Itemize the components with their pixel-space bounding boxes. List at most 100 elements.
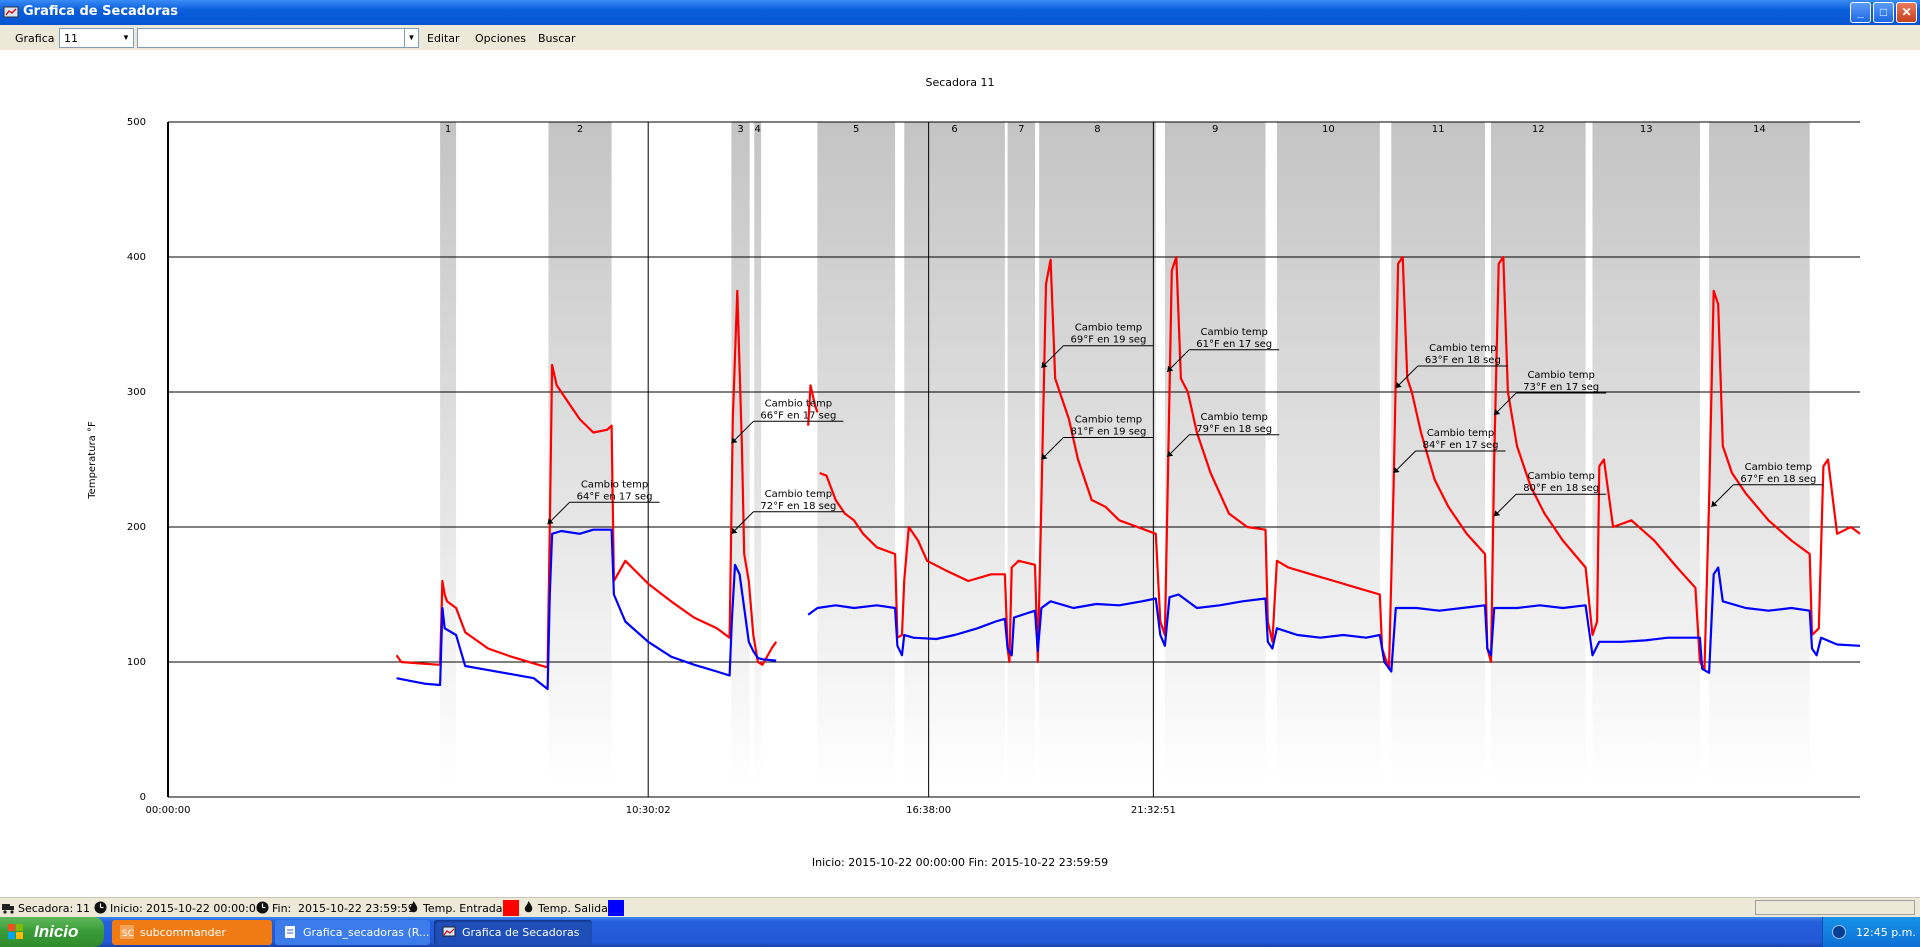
- secadora-label: Secadora:: [18, 902, 74, 915]
- windows-flag-icon: [8, 924, 23, 939]
- annotation-arrowhead: [1041, 361, 1048, 368]
- cycle-band: [1709, 122, 1810, 785]
- menu-bar: Grafica 11 ▼ ▼ Editar Opciones Buscar: [0, 25, 1920, 50]
- annotation-line1: Cambio temp: [765, 489, 832, 500]
- fin-value: 2015-10-22 23:59:59: [298, 902, 415, 915]
- flame-icon: [409, 901, 418, 913]
- task-grafica-secadoras-doc[interactable]: Grafica_secadoras (R...: [275, 920, 430, 945]
- task-grafica-de-secadoras[interactable]: Grafica de Secadoras: [434, 920, 592, 945]
- annotation-line2: 81°F en 19 seg: [1070, 427, 1146, 438]
- cycle-label: 10: [1322, 124, 1335, 135]
- cycle-label: 9: [1212, 124, 1218, 135]
- cycle-band: [1039, 122, 1156, 785]
- cycle-band: [1490, 122, 1586, 785]
- task-subcommander[interactable]: SC subcommander: [112, 920, 272, 945]
- annotation-arrow: [1493, 493, 1517, 517]
- annotation-line2: 67°F en 18 seg: [1740, 474, 1816, 485]
- series-line-entrada: [395, 289, 778, 669]
- cycle-label: 2: [577, 124, 583, 135]
- cycle-band: [1391, 122, 1486, 785]
- cycle-band: [904, 122, 1005, 785]
- annotation-line1: Cambio temp: [1527, 471, 1594, 482]
- minimize-button[interactable]: _: [1850, 2, 1871, 23]
- entrada-color-swatch: [503, 900, 519, 916]
- series-line-entrada: [807, 384, 819, 426]
- y-tick-label: 500: [127, 117, 146, 128]
- annotation-line1: Cambio temp: [1527, 370, 1594, 381]
- annotation-arrowhead: [1395, 381, 1402, 388]
- annotation-arrow: [1711, 484, 1734, 508]
- inicio-label: Inicio:: [110, 902, 143, 915]
- annotation-line2: 66°F en 17 seg: [760, 410, 836, 421]
- y-axis-label: Temperatura °F: [87, 421, 98, 500]
- chevron-down-icon[interactable]: ▼: [122, 33, 130, 42]
- salida-label: Temp. Salida:: [538, 902, 612, 915]
- menu-opciones[interactable]: Opciones: [475, 32, 526, 45]
- annotation-arrow: [1393, 450, 1416, 474]
- y-tick-label: 200: [127, 522, 146, 533]
- cycle-band: [440, 122, 457, 785]
- menu-buscar[interactable]: Buscar: [538, 32, 576, 45]
- chart-title: Secadora 11: [925, 76, 994, 89]
- annotation-arrowhead: [547, 518, 554, 525]
- annotation-line1: Cambio temp: [765, 398, 832, 409]
- task-label: Grafica de Secadoras: [462, 926, 580, 939]
- cycle-label: 13: [1640, 124, 1653, 135]
- document-icon: [285, 926, 295, 938]
- annotation-arrowhead: [1494, 408, 1501, 415]
- clock: 12:45 p.m.: [1856, 926, 1916, 939]
- y-tick-label: 400: [127, 252, 146, 263]
- annotation-arrowhead: [731, 527, 738, 534]
- series-line-salida: [396, 528, 777, 691]
- annotation-line2: 84°F en 17 seg: [1423, 440, 1499, 451]
- cycle-band: [731, 122, 750, 785]
- annotation-line2: 64°F en 17 seg: [577, 491, 653, 502]
- annotation-arrow: [731, 511, 754, 535]
- annotation-arrow: [731, 420, 754, 444]
- svg-text:SC: SC: [122, 929, 134, 939]
- fin-label: Fin:: [272, 902, 292, 915]
- series-line-entrada: [819, 255, 1861, 670]
- menu-editar[interactable]: Editar: [427, 32, 460, 45]
- title-bar: Grafica de Secadoras _ □ ✕: [0, 0, 1920, 25]
- cycle-label: 1: [445, 124, 451, 135]
- annotation-line1: Cambio temp: [1075, 415, 1142, 426]
- annotation-arrow: [1041, 437, 1064, 460]
- annotation-line2: 73°F en 17 seg: [1523, 382, 1599, 393]
- x-tick-label: 16:38:00: [906, 805, 951, 816]
- annotation-line2: 79°F en 18 seg: [1196, 424, 1272, 435]
- cycle-label: 3: [737, 124, 743, 135]
- maximize-button[interactable]: □: [1873, 2, 1894, 23]
- x-tick-label: 00:00:00: [146, 805, 191, 816]
- annotation-line1: Cambio temp: [581, 479, 648, 490]
- annotation-line1: Cambio temp: [1745, 462, 1812, 473]
- annotation-arrowhead: [1167, 450, 1174, 457]
- cycle-band: [817, 122, 896, 785]
- close-button[interactable]: ✕: [1896, 2, 1917, 23]
- network-icon[interactable]: [1832, 925, 1846, 939]
- search-combo[interactable]: ▼: [137, 28, 419, 48]
- cycle-band: [1592, 122, 1700, 785]
- annotation-line1: Cambio temp: [1200, 327, 1267, 338]
- cycle-label: 11: [1432, 124, 1445, 135]
- annotation-arrowhead: [1393, 467, 1400, 473]
- flame-icon: [524, 901, 533, 913]
- cycle-band: [1276, 122, 1380, 785]
- cycle-label: 5: [853, 124, 859, 135]
- subcommander-icon: SC: [120, 925, 134, 939]
- annotation-arrowhead: [1711, 500, 1718, 507]
- app-icon: [442, 926, 456, 937]
- inicio-value: 2015-10-22 00:00:00: [146, 902, 263, 915]
- annotation-line2: 72°F en 18 seg: [760, 501, 836, 512]
- annotation-line1: Cambio temp: [1200, 412, 1267, 423]
- app-icon: [3, 6, 19, 18]
- annotation-arrowhead: [731, 437, 738, 444]
- secadora-value: 11: [76, 902, 90, 915]
- annotation-line1: Cambio temp: [1429, 343, 1496, 354]
- start-label: Inicio: [34, 922, 79, 941]
- status-bar: Secadora: 11 Inicio: 2015-10-22 00:00:00…: [0, 897, 1920, 917]
- y-tick-label: 0: [140, 792, 146, 803]
- start-button[interactable]: Inicio: [0, 917, 104, 947]
- chevron-down-icon[interactable]: ▼: [404, 29, 418, 47]
- grafica-select[interactable]: 11 ▼: [59, 28, 134, 48]
